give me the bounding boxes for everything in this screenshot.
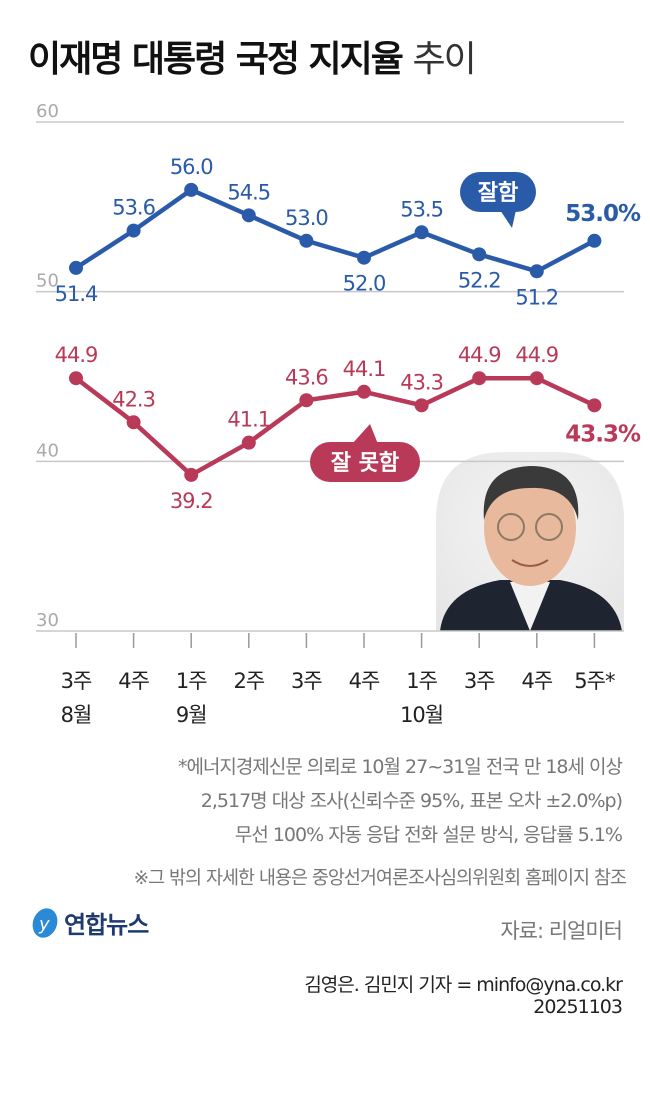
y-tick-label: 30 — [36, 610, 59, 631]
x-tick-label-week: 3주 — [61, 669, 92, 693]
x-tick-label-month: 8월 — [61, 703, 92, 727]
data-point — [529, 264, 544, 279]
data-label: 52.2 — [458, 268, 501, 292]
data-label: 51.4 — [55, 282, 98, 306]
svg-text:y: y — [38, 914, 50, 935]
legend-label-good: 잘함 — [478, 181, 518, 206]
data-point — [126, 415, 141, 430]
x-tick-label-month: 10월 — [400, 703, 443, 727]
date: 20251103 — [533, 996, 623, 1018]
data-label: 53.6 — [112, 196, 155, 220]
data-point — [472, 247, 487, 262]
data-point — [241, 435, 256, 450]
data-label: 53.5 — [400, 197, 443, 221]
callout-bubble-good — [460, 172, 536, 212]
data-point — [472, 371, 487, 386]
portrait-photo — [436, 452, 624, 631]
data-label: 44.9 — [55, 343, 98, 367]
data-point — [529, 371, 544, 386]
yonhap-logo: y 연합뉴스 — [30, 905, 149, 940]
logo-icon: y — [32, 907, 58, 938]
data-label: 54.5 — [227, 180, 270, 204]
credit: 김영은. 김민지 기자 = minfo@yna.co.kr — [304, 974, 623, 996]
source: 자료: 리얼미터 — [500, 919, 623, 943]
data-label: 41.1 — [227, 408, 270, 432]
data-point — [299, 393, 314, 408]
x-tick-label-month: 9월 — [176, 703, 207, 727]
data-label: 43.6 — [285, 365, 328, 389]
data-label-latest: 43.3% — [565, 421, 641, 447]
y-tick-label: 50 — [36, 271, 59, 292]
data-label: 42.3 — [112, 387, 155, 411]
data-point — [241, 208, 256, 223]
data-label: 44.1 — [343, 357, 386, 381]
data-point — [414, 225, 429, 240]
data-point — [69, 371, 83, 386]
callout-pointer — [352, 424, 378, 444]
data-point — [357, 250, 371, 265]
page-title: 이재명 대통령 국정 지지율 추이 — [28, 30, 477, 82]
legend-label-bad: 잘 못함 — [331, 451, 399, 476]
x-tick-label-week: 4주 — [118, 669, 149, 693]
data-point — [587, 398, 602, 413]
callout-bubble-bad — [310, 442, 420, 482]
y-tick-label: 40 — [36, 440, 59, 461]
title-suffix: 추이 — [412, 39, 476, 80]
data-point — [69, 260, 83, 275]
title-main: 이재명 대통령 국정 지지율 — [28, 39, 404, 80]
data-label: 56.0 — [170, 155, 213, 179]
x-tick-label-week: 5주* — [574, 669, 615, 693]
series-line — [74, 187, 596, 274]
x-tick-label-week: 2주 — [233, 669, 264, 693]
x-tick-label-week: 3주 — [464, 669, 495, 693]
x-tick-label-week: 3주 — [291, 669, 322, 693]
x-tick-label-week: 1주 — [406, 669, 437, 693]
callout-pointer — [500, 210, 516, 228]
data-point — [587, 233, 602, 248]
x-tick-label-week: 1주 — [176, 669, 207, 693]
data-label: 44.9 — [458, 343, 501, 367]
data-point — [184, 182, 199, 197]
data-point — [184, 467, 199, 482]
series-line — [74, 375, 596, 478]
data-label: 53.0 — [285, 206, 328, 230]
x-tick-label-week: 4주 — [521, 669, 552, 693]
x-tick-label-week: 4주 — [349, 669, 380, 693]
data-label: 51.2 — [515, 285, 558, 309]
data-label-latest: 53.0% — [565, 201, 641, 227]
data-point — [414, 398, 429, 413]
reference-note: ※그 밖의 자세한 내용은 중앙선거여론조사심의위원회 홈페이지 참조 — [133, 868, 627, 889]
data-point — [126, 223, 141, 238]
logo-text: 연합뉴스 — [64, 911, 149, 939]
data-label: 39.2 — [170, 489, 213, 513]
data-label: 44.9 — [515, 343, 558, 367]
data-label: 52.0 — [343, 272, 386, 296]
line-chart: 60 50 40 30 51.4 53.6 56.0 54.5 53.0 52.0 53.5 52.… — [36, 101, 642, 727]
data-label: 43.3 — [400, 370, 443, 394]
note-line-3: 무선 100% 자동 응답 전화 설문 방식, 응답률 5.1% — [234, 824, 623, 846]
data-point — [299, 233, 314, 248]
data-point — [357, 384, 371, 399]
y-tick-label: 60 — [36, 101, 59, 122]
note-line-1: *에너지경제신문 의뢰로 10월 27~31일 전국 만 18세 이상 — [177, 756, 623, 778]
note-line-2: 2,517명 대상 조사(신뢰수준 95%, 표본 오차 ±2.0%p) — [200, 790, 623, 812]
